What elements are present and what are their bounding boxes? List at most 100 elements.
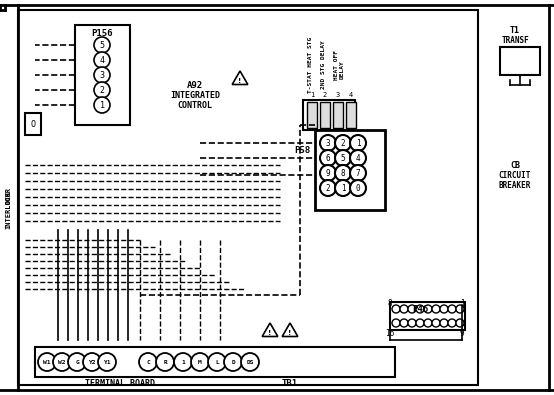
- Bar: [315, 130, 385, 210]
- Text: 1: 1: [356, 139, 360, 147]
- Text: HEAT OFF: HEAT OFF: [334, 50, 338, 80]
- Text: Y2: Y2: [88, 359, 96, 365]
- Circle shape: [456, 319, 464, 327]
- Bar: [35, 347, 395, 377]
- Text: 5: 5: [341, 154, 345, 162]
- Text: 3: 3: [336, 92, 340, 98]
- Circle shape: [400, 305, 408, 313]
- Text: R: R: [163, 359, 167, 365]
- Text: DS: DS: [246, 359, 254, 365]
- Text: 1: 1: [310, 92, 314, 98]
- Text: 16: 16: [386, 329, 394, 337]
- Circle shape: [139, 353, 157, 371]
- Circle shape: [432, 319, 440, 327]
- Circle shape: [392, 305, 400, 313]
- Text: INTERLOCK: INTERLOCK: [5, 191, 11, 229]
- Circle shape: [224, 353, 242, 371]
- Circle shape: [68, 353, 86, 371]
- Circle shape: [94, 67, 110, 83]
- Circle shape: [94, 37, 110, 53]
- Text: 4: 4: [349, 92, 353, 98]
- Circle shape: [335, 180, 351, 196]
- Circle shape: [350, 135, 366, 151]
- Text: 2: 2: [326, 184, 330, 192]
- Text: 9: 9: [460, 329, 464, 337]
- Polygon shape: [282, 323, 298, 337]
- Circle shape: [320, 150, 336, 166]
- Text: 7: 7: [356, 169, 360, 177]
- Text: BREAKER: BREAKER: [499, 181, 531, 190]
- Circle shape: [191, 353, 209, 371]
- Text: 3: 3: [100, 70, 105, 79]
- Circle shape: [350, 150, 366, 166]
- Text: P156: P156: [91, 28, 113, 38]
- Circle shape: [53, 353, 71, 371]
- Circle shape: [416, 305, 424, 313]
- Circle shape: [174, 353, 192, 371]
- Circle shape: [350, 180, 366, 196]
- Text: W2: W2: [58, 359, 66, 365]
- Circle shape: [448, 305, 456, 313]
- Text: !: !: [268, 330, 271, 336]
- Circle shape: [432, 305, 440, 313]
- Text: 1: 1: [181, 359, 185, 365]
- Circle shape: [424, 319, 432, 327]
- Circle shape: [440, 305, 448, 313]
- Text: T-STAT HEAT STG: T-STAT HEAT STG: [307, 37, 312, 93]
- Circle shape: [208, 353, 226, 371]
- Circle shape: [156, 353, 174, 371]
- Bar: [333, 102, 343, 128]
- Bar: [307, 102, 317, 128]
- Bar: [303, 100, 355, 130]
- Text: 4: 4: [100, 56, 105, 64]
- Text: !: !: [238, 78, 242, 84]
- Bar: [75, 25, 130, 125]
- Text: 1: 1: [460, 299, 464, 307]
- Circle shape: [335, 150, 351, 166]
- Text: T1: T1: [510, 26, 520, 34]
- Text: DOOR: DOOR: [5, 186, 11, 203]
- Circle shape: [440, 319, 448, 327]
- Text: TB1: TB1: [282, 378, 298, 387]
- Text: 3: 3: [326, 139, 330, 147]
- Circle shape: [38, 353, 56, 371]
- Text: 9: 9: [326, 169, 330, 177]
- Text: 4: 4: [356, 154, 360, 162]
- Text: 1: 1: [341, 184, 345, 192]
- Text: INTEGRATED: INTEGRATED: [170, 90, 220, 100]
- Polygon shape: [262, 323, 278, 337]
- Text: TERMINAL BOARD: TERMINAL BOARD: [85, 378, 155, 387]
- Text: D: D: [231, 359, 235, 365]
- Circle shape: [320, 165, 336, 181]
- Text: 0: 0: [356, 184, 360, 192]
- Circle shape: [94, 52, 110, 68]
- Text: TRANSF: TRANSF: [501, 36, 529, 45]
- Text: C: C: [146, 359, 150, 365]
- Circle shape: [241, 353, 259, 371]
- Circle shape: [83, 353, 101, 371]
- Circle shape: [98, 353, 116, 371]
- Circle shape: [392, 319, 400, 327]
- Bar: [25, 113, 41, 135]
- Circle shape: [408, 319, 416, 327]
- Text: 2: 2: [323, 92, 327, 98]
- Text: A92: A92: [187, 81, 203, 90]
- Circle shape: [408, 305, 416, 313]
- Text: P46: P46: [412, 305, 428, 314]
- Text: CONTROL: CONTROL: [177, 100, 213, 109]
- Text: 1: 1: [100, 100, 105, 109]
- Bar: [346, 102, 356, 128]
- Circle shape: [456, 305, 464, 313]
- Circle shape: [416, 319, 424, 327]
- Text: 8: 8: [388, 299, 392, 307]
- Circle shape: [320, 135, 336, 151]
- Text: O: O: [30, 120, 35, 128]
- Text: L: L: [215, 359, 219, 365]
- Text: M: M: [198, 359, 202, 365]
- Bar: [500, 47, 540, 75]
- Text: 6: 6: [326, 154, 330, 162]
- Bar: [18, 10, 478, 385]
- Text: !: !: [289, 330, 291, 336]
- Circle shape: [424, 305, 432, 313]
- Text: 2: 2: [341, 139, 345, 147]
